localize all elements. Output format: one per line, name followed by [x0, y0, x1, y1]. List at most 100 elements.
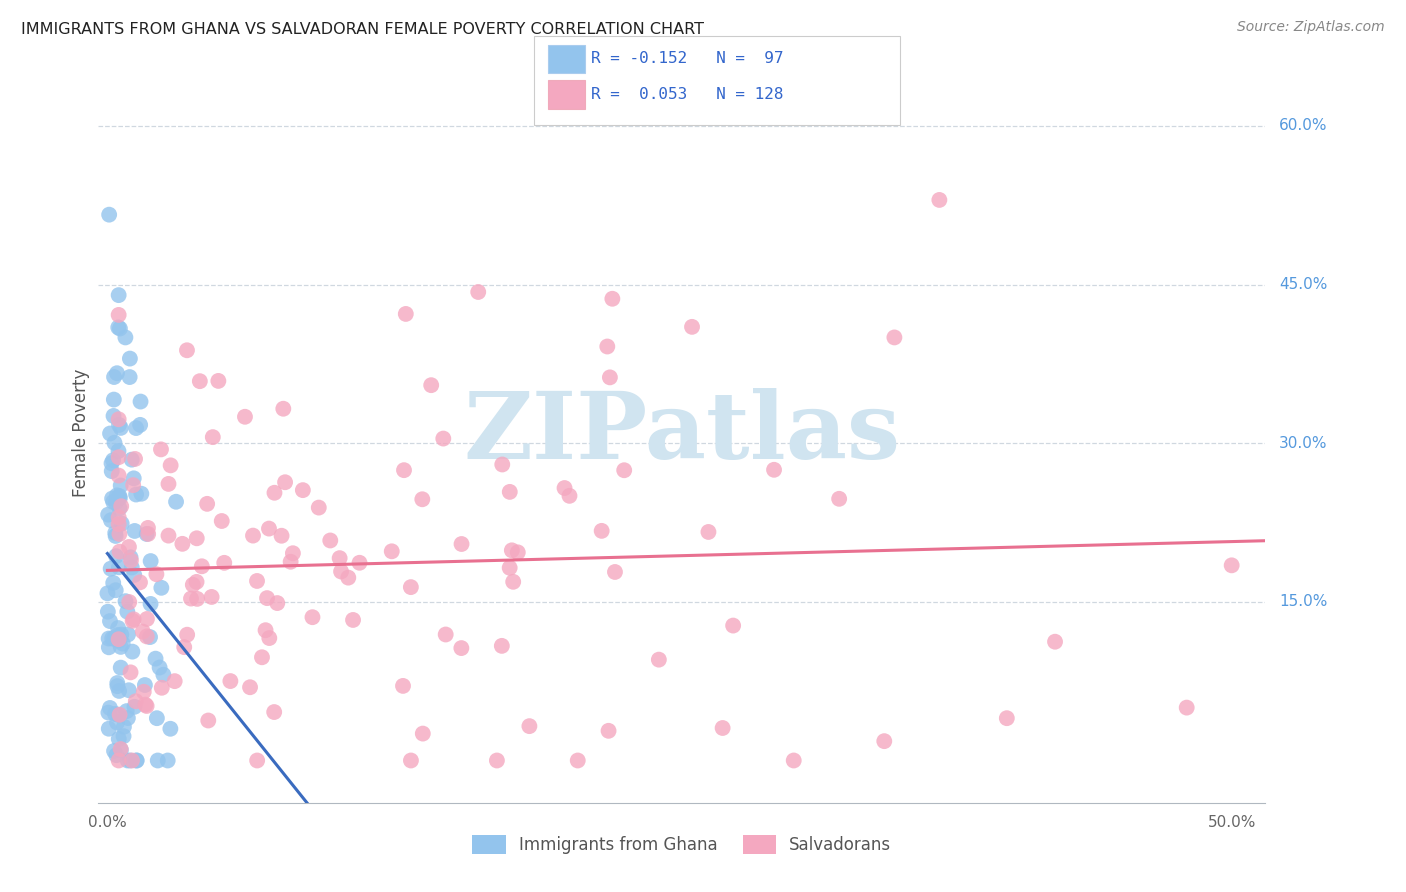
Point [100, 513, 122, 527]
Point [598, 723, 620, 738]
Point [121, 614, 143, 628]
Point [112, 720, 135, 734]
Point [107, 517, 129, 532]
Point [501, 543, 523, 558]
Point [491, 458, 513, 472]
Point [97, 706, 120, 720]
Point [395, 307, 418, 321]
Point [506, 545, 529, 559]
Point [201, 430, 224, 444]
Point [107, 510, 129, 524]
Point [145, 567, 167, 582]
Point [146, 711, 169, 725]
Point [172, 537, 194, 551]
Point [211, 514, 233, 528]
Point [105, 748, 128, 763]
Point [257, 522, 280, 536]
Point [139, 554, 162, 568]
Point [197, 714, 219, 728]
Point [97, 632, 120, 646]
Point [122, 568, 145, 582]
Point [602, 292, 624, 306]
Point [432, 432, 454, 446]
Text: 30.0%: 30.0% [1279, 435, 1327, 450]
Point [136, 612, 159, 626]
Point [107, 450, 129, 465]
Point [308, 500, 330, 515]
Point [399, 754, 422, 768]
Point [118, 595, 141, 609]
Point [420, 378, 443, 392]
Point [134, 698, 156, 712]
Point [103, 575, 125, 590]
Point [191, 559, 214, 574]
Point [97, 722, 120, 736]
Point [176, 343, 198, 358]
Point [139, 630, 162, 644]
Point [108, 684, 131, 698]
Point [256, 591, 278, 606]
Point [239, 680, 262, 694]
Point [697, 524, 720, 539]
Point [110, 421, 132, 435]
Y-axis label: Female Poverty: Female Poverty [72, 368, 90, 497]
Point [115, 704, 138, 718]
Point [301, 610, 323, 624]
Point [188, 374, 211, 388]
Point [103, 632, 125, 646]
Point [104, 495, 127, 509]
Point [250, 650, 273, 665]
Point [108, 707, 131, 722]
Point [783, 754, 806, 768]
Point [107, 679, 129, 693]
Point [120, 550, 142, 565]
Point [104, 529, 127, 543]
Point [132, 624, 155, 639]
Point [103, 409, 125, 423]
Point [111, 637, 134, 651]
Point [110, 627, 132, 641]
Point [263, 485, 285, 500]
Point [98, 426, 121, 441]
Point [107, 288, 129, 302]
Point [108, 544, 131, 558]
Point [603, 565, 626, 579]
Point [110, 500, 132, 514]
Text: R = -0.152   N =  97: R = -0.152 N = 97 [591, 52, 783, 66]
Point [101, 453, 124, 467]
Point [104, 706, 127, 721]
Point [411, 492, 433, 507]
Point [281, 546, 304, 560]
Point [485, 754, 508, 768]
Point [108, 560, 131, 574]
Point [648, 653, 671, 667]
Point [114, 330, 136, 344]
Point [156, 754, 179, 768]
Point [721, 618, 744, 632]
Point [149, 442, 172, 457]
Point [349, 556, 371, 570]
Point [596, 339, 619, 353]
Point [120, 665, 142, 680]
Point [519, 719, 541, 733]
Point [270, 529, 292, 543]
Point [121, 645, 143, 659]
Point [108, 489, 131, 503]
Point [107, 632, 129, 647]
Point [195, 497, 218, 511]
Point [828, 491, 851, 506]
Point [263, 705, 285, 719]
Point [159, 458, 181, 473]
Point [110, 743, 132, 757]
Point [108, 321, 131, 335]
Point [613, 463, 636, 477]
Point [152, 667, 174, 681]
Point [121, 452, 143, 467]
Point [329, 551, 352, 566]
Point [107, 707, 129, 722]
Point [246, 574, 269, 588]
Point [100, 562, 122, 576]
Point [342, 613, 364, 627]
Point [873, 734, 896, 748]
Point [125, 754, 148, 768]
